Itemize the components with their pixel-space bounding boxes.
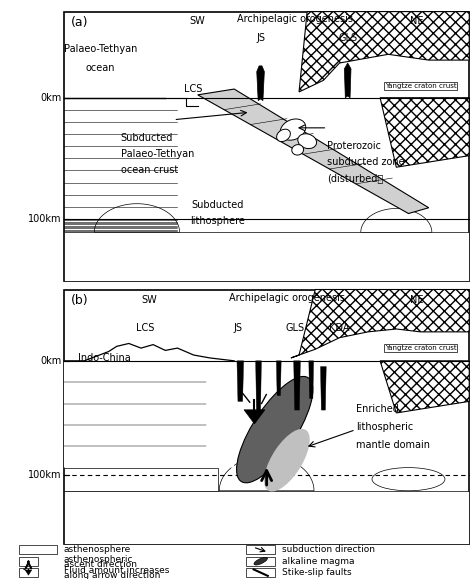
Text: LCS: LCS — [136, 323, 154, 332]
Ellipse shape — [298, 134, 317, 149]
Polygon shape — [299, 12, 469, 92]
Polygon shape — [198, 89, 428, 214]
Text: asthenosphere: asthenosphere — [64, 545, 131, 554]
Text: Yangtze craton crust: Yangtze craton crust — [385, 83, 456, 89]
Text: JS: JS — [234, 323, 243, 332]
Polygon shape — [276, 361, 281, 395]
Text: Proterozoic: Proterozoic — [328, 141, 382, 151]
Text: (b): (b) — [71, 294, 89, 307]
Polygon shape — [219, 456, 314, 491]
Text: Archipelagic orogenesis: Archipelagic orogenesis — [229, 293, 345, 303]
Polygon shape — [294, 361, 301, 410]
Ellipse shape — [280, 119, 306, 140]
Ellipse shape — [264, 429, 310, 492]
Ellipse shape — [254, 558, 267, 565]
Bar — [64, 491, 469, 544]
Text: 0km: 0km — [40, 93, 62, 102]
Text: Fluid amount increases: Fluid amount increases — [64, 566, 169, 575]
Text: NE: NE — [410, 295, 423, 305]
Text: along arrow direction: along arrow direction — [64, 571, 160, 579]
Text: JS: JS — [256, 33, 265, 43]
Text: KDA: KDA — [329, 323, 350, 332]
Polygon shape — [380, 361, 469, 413]
Polygon shape — [380, 98, 469, 167]
Ellipse shape — [277, 129, 291, 142]
Text: 100km: 100km — [28, 471, 62, 481]
Bar — [246, 568, 275, 577]
Text: 0km: 0km — [40, 356, 62, 366]
Text: Archipelagic orogenesis: Archipelagic orogenesis — [237, 14, 353, 24]
Text: LCS: LCS — [184, 85, 203, 94]
Bar — [246, 556, 275, 566]
Polygon shape — [309, 361, 314, 398]
Text: Stike-slip faults: Stike-slip faults — [282, 568, 352, 577]
Bar — [19, 545, 57, 554]
Text: Subducted: Subducted — [121, 133, 173, 143]
Ellipse shape — [237, 376, 313, 483]
Text: alkaline magma: alkaline magma — [282, 556, 355, 566]
Text: Palaeo-Tethyan: Palaeo-Tethyan — [121, 149, 194, 159]
Polygon shape — [291, 290, 469, 358]
Text: SW: SW — [190, 16, 206, 26]
Bar — [19, 568, 38, 577]
Bar — [64, 290, 469, 544]
Polygon shape — [320, 367, 326, 410]
Bar — [246, 545, 275, 554]
Polygon shape — [64, 343, 234, 468]
Text: Yangtze craton crust: Yangtze craton crust — [385, 345, 456, 351]
Polygon shape — [237, 361, 244, 401]
Text: lithospheric: lithospheric — [356, 422, 413, 432]
Polygon shape — [64, 468, 218, 491]
Text: subducted zone: subducted zone — [328, 157, 405, 167]
Bar — [64, 232, 469, 281]
Polygon shape — [25, 570, 32, 576]
Ellipse shape — [292, 145, 304, 155]
Text: Subducted: Subducted — [192, 200, 244, 210]
Polygon shape — [257, 66, 264, 101]
Polygon shape — [244, 410, 265, 424]
Text: 100km: 100km — [28, 214, 62, 224]
Ellipse shape — [372, 468, 445, 491]
Polygon shape — [344, 63, 351, 98]
Text: lithosphere: lithosphere — [191, 216, 246, 226]
Text: GLS: GLS — [285, 323, 305, 332]
Text: SW: SW — [141, 295, 157, 305]
Text: asthenospheric: asthenospheric — [64, 555, 134, 564]
Text: ascent direction: ascent direction — [64, 560, 137, 569]
Polygon shape — [255, 361, 261, 413]
Text: Enriched: Enriched — [356, 404, 399, 414]
Polygon shape — [361, 208, 432, 232]
Polygon shape — [94, 204, 180, 232]
Text: NE: NE — [410, 16, 423, 26]
Text: Indo-China: Indo-China — [78, 353, 131, 363]
Text: mantle domain: mantle domain — [356, 440, 430, 450]
Text: (disturbed）: (disturbed） — [328, 173, 383, 183]
Text: (a): (a) — [71, 16, 89, 29]
Bar — [19, 556, 38, 566]
Text: ocean crust: ocean crust — [121, 165, 178, 175]
Text: ocean: ocean — [86, 63, 115, 73]
Bar — [64, 12, 469, 281]
Text: subduction direction: subduction direction — [282, 545, 375, 554]
Text: GLS: GLS — [338, 33, 357, 43]
Text: Palaeo-Tethyan: Palaeo-Tethyan — [64, 44, 137, 54]
